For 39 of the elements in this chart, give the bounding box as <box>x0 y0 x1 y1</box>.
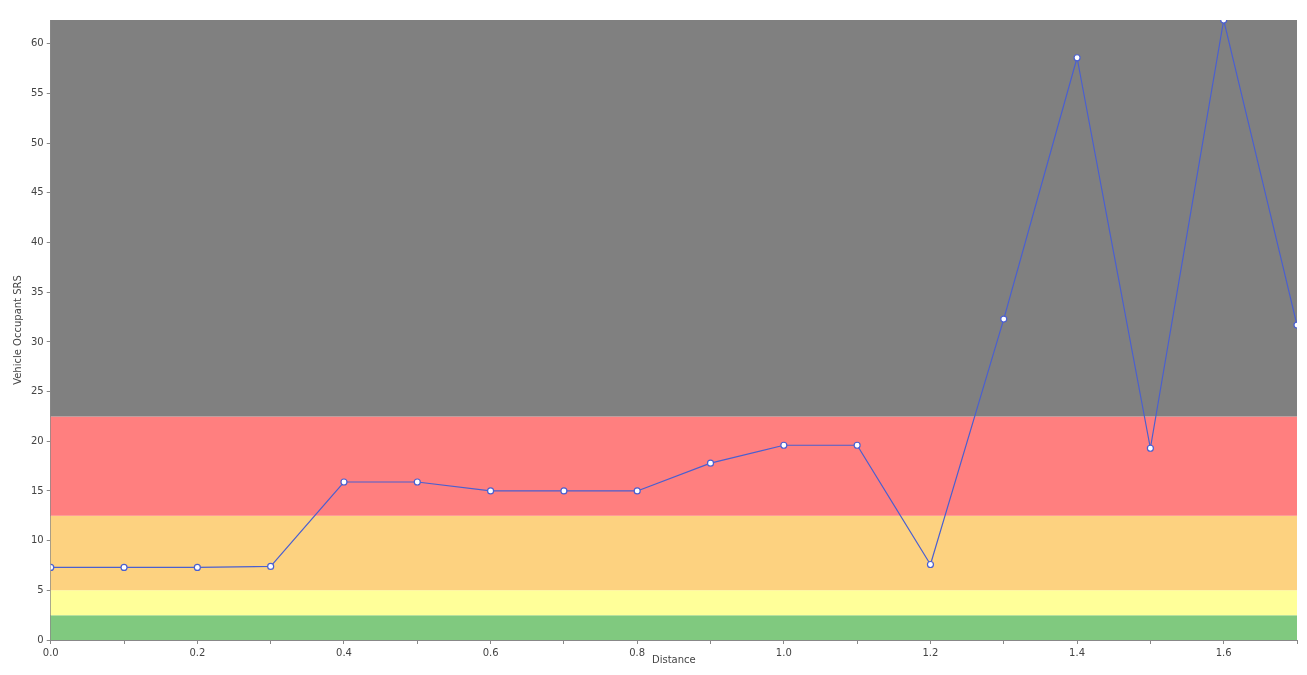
point <box>413 478 421 486</box>
x-tick-label: 0.0 <box>42 646 59 658</box>
y-tick-label: 30 <box>30 335 44 347</box>
point <box>633 487 641 495</box>
point <box>1146 444 1154 452</box>
x-tick-label: 1.0 <box>775 646 792 658</box>
point <box>486 487 495 495</box>
y-tick-label: 50 <box>30 136 44 148</box>
point <box>706 459 715 467</box>
x-tick-label: 0.8 <box>629 646 646 658</box>
y-tick-label: 25 <box>30 385 44 397</box>
point <box>926 560 935 569</box>
x-tick-label: 1.4 <box>1069 646 1086 658</box>
point <box>1000 315 1008 323</box>
y-axis-title: Vehicle Occupant SRS <box>11 275 23 385</box>
x-tick-label: 1.2 <box>922 646 939 658</box>
x-tick-label: 1.6 <box>1215 646 1232 658</box>
point <box>560 487 568 495</box>
x-tick-label: 0.2 <box>189 646 206 658</box>
y-tick-label: 40 <box>30 236 44 248</box>
y-tick-label: 10 <box>30 534 44 546</box>
x-tick-label: 0.4 <box>336 646 352 658</box>
y-tick-label: 20 <box>30 434 44 446</box>
point <box>267 562 275 571</box>
point <box>120 563 128 572</box>
y-tick-label: 0 <box>37 633 44 645</box>
point <box>340 478 348 486</box>
y-tick-label: 45 <box>30 186 44 198</box>
y-tick-label: 55 <box>30 87 44 99</box>
y-tick-label: 5 <box>37 583 44 595</box>
point <box>193 563 201 572</box>
x-axis-title: Distance <box>652 653 696 665</box>
y-tick-label: 60 <box>30 37 44 49</box>
point <box>853 441 861 449</box>
x-tick-label: 0.6 <box>482 646 499 658</box>
y-tick-label: 15 <box>30 484 44 496</box>
point <box>780 441 788 449</box>
y-tick-label: 35 <box>30 285 44 297</box>
point <box>1073 54 1081 62</box>
